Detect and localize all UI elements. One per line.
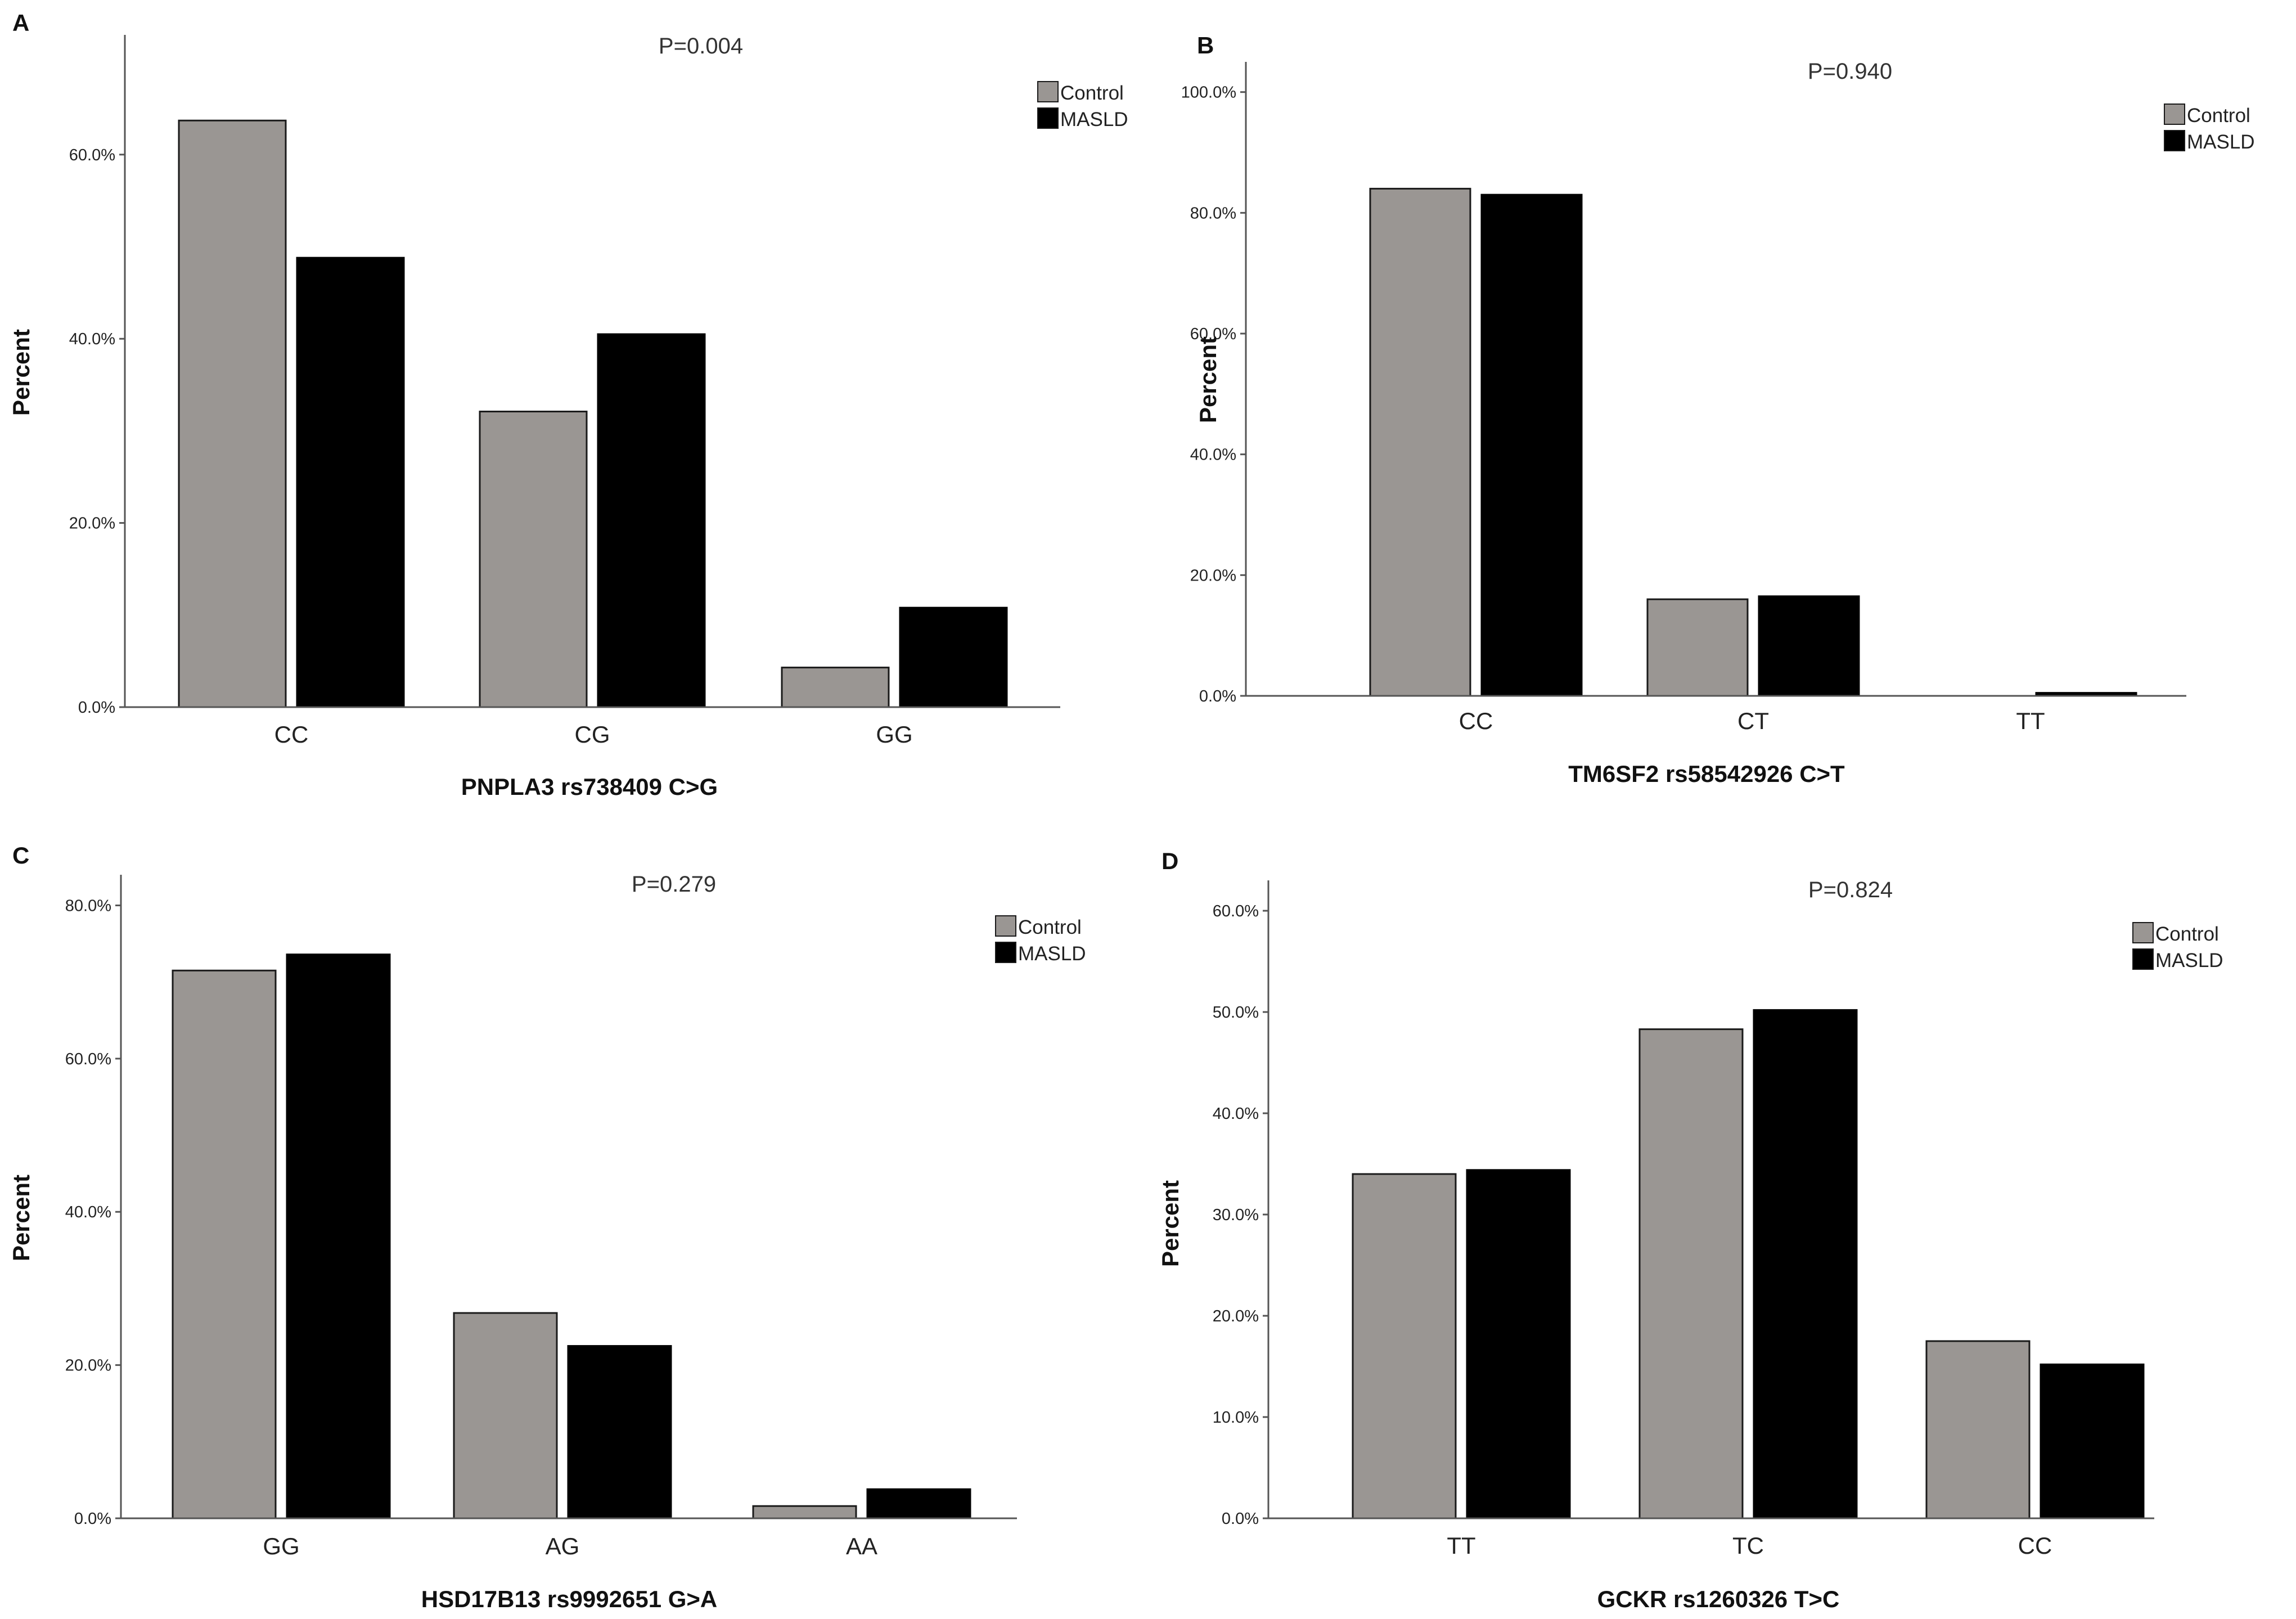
panel-c-legend-swatch-masld (995, 942, 1016, 963)
panel-d-bar-control-tc (1638, 1028, 1744, 1519)
panel-b-xtick-label: TT (2016, 708, 2045, 734)
panel-b-ytick-label: 100.0% (1181, 84, 1236, 102)
panel-c-legend-label-masld: MASLD (1018, 943, 1086, 965)
panel-b-xtick-label: CC (1459, 708, 1493, 734)
panel-b-ytick-label: 20.0% (1190, 566, 1236, 584)
panel-a-xtick-label: CC (274, 721, 309, 748)
panel-c-bar-control-gg (172, 969, 277, 1519)
panel-a-y-axis-title: Percent (8, 329, 34, 416)
panel-c-ytick-label: 80.0% (65, 897, 111, 915)
panel-a-legend-swatch-control (1037, 81, 1059, 102)
panel-c-legend-label-control: Control (1018, 916, 1082, 938)
panel-d-ytick-label: 60.0% (1213, 902, 1259, 920)
panel-c-xtick-label: AG (546, 1533, 580, 1559)
panel-b-legend-label-control: Control (2187, 105, 2250, 127)
panel-d-ytick-label: 10.0% (1213, 1409, 1259, 1427)
panel-a-ytick-label: 40.0% (69, 330, 115, 348)
panel-d-bar-control-cc (1925, 1340, 2031, 1519)
panel-c-ytick-label: 40.0% (65, 1203, 111, 1221)
panel-a-letter: A (12, 10, 29, 36)
panel-c-xtick-label: AA (846, 1533, 877, 1559)
panel-d-ytick-label: 0.0% (1222, 1510, 1259, 1528)
panel-d-bar-masld-cc (2040, 1363, 2145, 1519)
panel-a-pvalue: P=0.004 (659, 34, 743, 59)
panel-d-bar-control-tt (1352, 1173, 1457, 1519)
panel-d-pvalue: P=0.824 (1808, 878, 1893, 902)
panel-b-ytick-label: 80.0% (1190, 204, 1236, 222)
panel-d-legend-label-masld: MASLD (2155, 950, 2223, 972)
panel-b-ytick-label: 40.0% (1190, 446, 1236, 464)
panel-d-bar-masld-tt (1466, 1169, 1571, 1519)
panel-d-ytick-label: 50.0% (1213, 1004, 1259, 1022)
panel-d-ytick-label: 20.0% (1213, 1307, 1259, 1325)
panel-a-legend-label-control: Control (1060, 82, 1124, 104)
panel-c-pvalue: P=0.279 (632, 872, 716, 897)
panel-d-xtick-label: TT (1447, 1532, 1475, 1559)
panel-c-bar-masld-gg (286, 954, 391, 1519)
panel-b-bar-masld-ct (1758, 595, 1860, 697)
panel-a-bar-masld-gg (899, 606, 1008, 708)
panel-b-ytick-label: 60.0% (1190, 325, 1236, 343)
panel-d-xtick-label: CC (2018, 1532, 2052, 1559)
panel-d-letter: D (1161, 848, 1178, 874)
panel-b-xtick-label: CT (1737, 708, 1769, 734)
panel-d-ytick-label: 40.0% (1213, 1105, 1259, 1123)
panel-b-letter: B (1197, 32, 1214, 59)
panel-b-legend-swatch-control (2164, 104, 2185, 125)
panel-d-legend-label-control: Control (2155, 923, 2219, 945)
panel-b-legend-swatch-masld (2164, 130, 2185, 151)
panel-d-xtick-label: TC (1732, 1532, 1764, 1559)
panel-a-legend-swatch-masld (1037, 107, 1059, 129)
panel-b-bar-control-cc (1369, 187, 1471, 697)
panel-a-bar-masld-cg (597, 333, 706, 708)
panel-c-y-axis-title: Percent (8, 1175, 34, 1261)
panel-c-legend-swatch-control (995, 915, 1016, 937)
panel-a-ytick-label: 0.0% (78, 699, 115, 717)
panel-c-x-axis-title: HSD17B13 rs9992651 G>A (421, 1586, 718, 1612)
panel-b-ytick-label: 0.0% (1199, 687, 1236, 705)
panel-d-bar-masld-tc (1753, 1009, 1858, 1519)
panel-a-bar-control-gg (781, 667, 890, 708)
panel-d-y-axis-title: Percent (1157, 1180, 1183, 1267)
panel-a-bar-control-cg (479, 411, 588, 708)
panel-b-legend-label-masld: MASLD (2187, 131, 2255, 153)
panel-d-x-axis-title: GCKR rs1260326 T>C (1597, 1586, 1840, 1612)
panel-d-ytick-label: 30.0% (1213, 1206, 1259, 1224)
panel-c-ytick-label: 20.0% (65, 1357, 111, 1375)
panel-c-bar-masld-aa (866, 1488, 971, 1519)
panel-a-bar-control-cc (178, 119, 287, 708)
panel-a-bar-masld-cc (296, 257, 405, 708)
panel-a-x-axis-title: PNPLA3 rs738409 C>G (461, 773, 718, 800)
panel-c-bar-control-ag (453, 1312, 558, 1519)
panel-b-pvalue: P=0.940 (1808, 59, 1892, 84)
panel-a-ytick-label: 20.0% (69, 515, 115, 533)
panel-b-bar-control-ct (1646, 598, 1749, 697)
panel-a-ytick-label: 60.0% (69, 146, 115, 164)
panel-d-legend-swatch-control (2132, 922, 2154, 943)
panel-d-legend-swatch-masld (2132, 948, 2154, 970)
panel-b-y-axis-title: Percent (1195, 336, 1221, 423)
panel-c-bar-control-aa (752, 1505, 857, 1519)
panel-a-xtick-label: CG (575, 721, 610, 748)
panel-a-legend-label-masld: MASLD (1060, 109, 1128, 131)
panel-b-bar-masld-cc (1480, 194, 1583, 697)
panel-a-xtick-label: GG (876, 721, 912, 748)
panel-c-letter: C (12, 842, 29, 869)
panel-c-ytick-label: 60.0% (65, 1050, 111, 1068)
panel-c-xtick-label: GG (263, 1533, 299, 1559)
panel-c-ytick-label: 0.0% (74, 1510, 111, 1528)
panel-b-x-axis-title: TM6SF2 rs58542926 C>T (1568, 761, 1845, 787)
panel-c-bar-masld-ag (567, 1345, 672, 1519)
